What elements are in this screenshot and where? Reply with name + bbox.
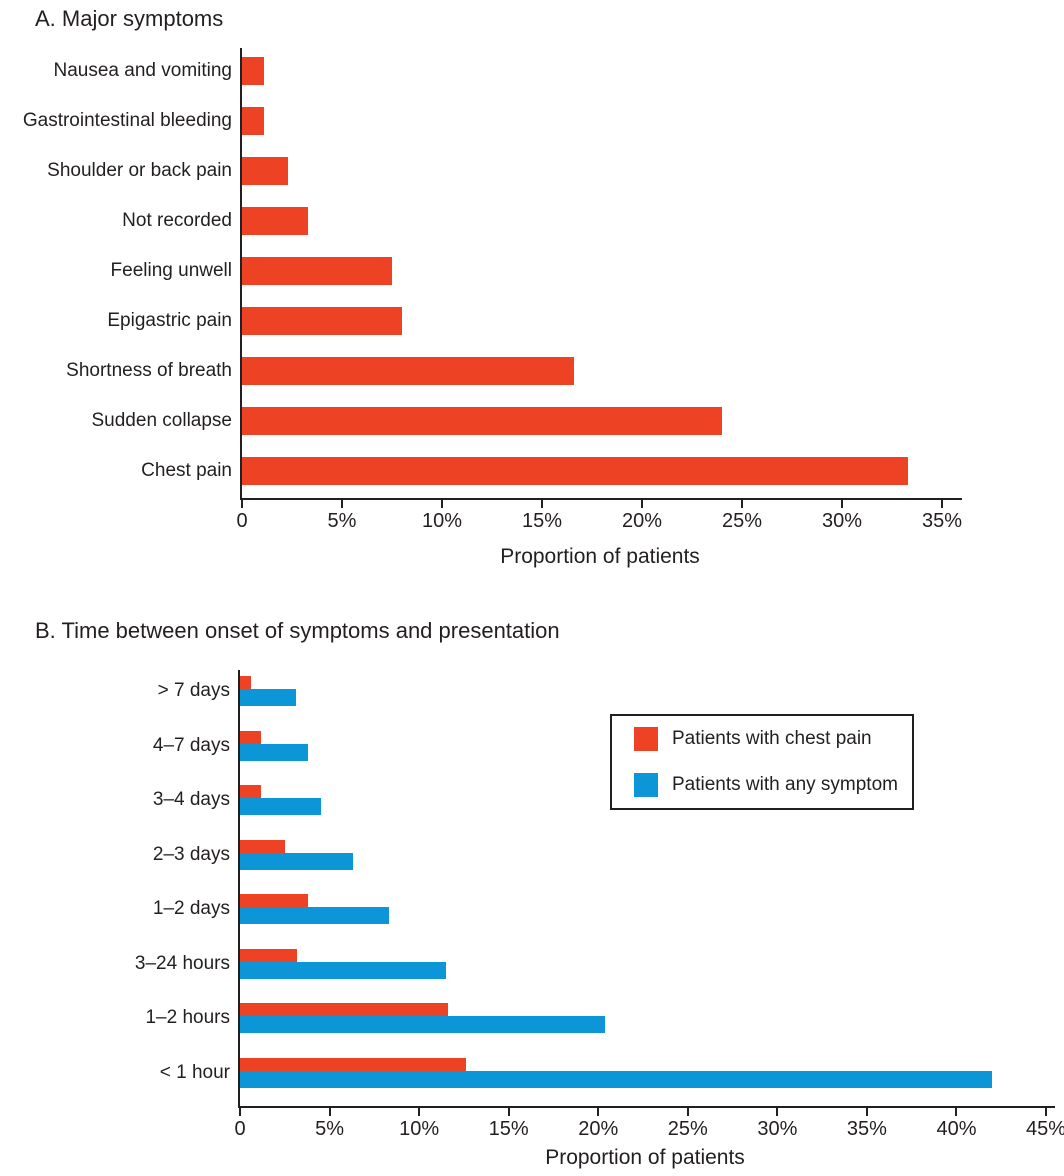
x-axis-tick	[865, 1106, 868, 1116]
patients-with-any-symptom-bar	[240, 798, 321, 815]
category-label: 3–4 days	[152, 789, 230, 810]
x-axis-tick-label: 25%	[667, 1118, 708, 1140]
x-axis-tick-label: 40%	[936, 1118, 977, 1140]
category-label: Sudden collapse	[91, 410, 233, 431]
x-axis-tick	[328, 1106, 331, 1116]
legend-entry-any-symptom: Patients with any symptom	[612, 762, 912, 808]
x-axis-tick	[418, 1106, 421, 1116]
category-label: Epigastric pain	[107, 310, 232, 331]
patients-with-chest-pain-bar	[240, 1057, 466, 1071]
category-label: > 7 days	[157, 680, 230, 701]
x-axis-tick-label: 20%	[621, 510, 663, 532]
category-label: 3–24 hours	[134, 952, 230, 974]
x-axis-tick-label: 45%	[1026, 1118, 1064, 1140]
patients-with-any-symptom-bar	[240, 852, 353, 870]
symptom-bar	[242, 307, 402, 335]
panel-a-x-axis-label: Proportion of patients	[500, 545, 700, 568]
panel-b-title: B. Time between onset of symptoms and pr…	[35, 618, 560, 643]
legend-label-any-symptom: Patients with any symptom	[672, 774, 898, 795]
symptom-bar	[242, 157, 288, 185]
x-axis-tick	[776, 1106, 779, 1116]
x-axis-tick-label: 5%	[327, 510, 357, 532]
category-label: Shoulder or back pain	[47, 160, 232, 181]
symptom-bar	[242, 457, 908, 485]
category-label: 1–2 hours	[145, 1007, 230, 1028]
x-axis-tick	[1045, 1106, 1048, 1116]
category-label: Nausea and vomiting	[53, 60, 233, 81]
patients-with-chest-pain-bar	[240, 785, 262, 798]
x-axis-tick-label: 30%	[757, 1118, 798, 1140]
x-axis-tick-label: 35%	[846, 1118, 887, 1140]
patients-with-any-symptom-bar	[240, 907, 389, 924]
panel-b-x-axis-label: Proportion of patients	[545, 1146, 745, 1169]
patients-with-any-symptom-bar	[240, 689, 296, 706]
patients-with-chest-pain-bar	[240, 839, 285, 853]
any-symptom-color-swatch	[634, 773, 658, 797]
patients-with-any-symptom-bar	[240, 743, 309, 761]
chest-pain-color-swatch	[634, 727, 658, 751]
patients-with-chest-pain-bar	[240, 948, 298, 962]
patients-with-chest-pain-bar	[240, 730, 262, 744]
x-axis-tick-label: 35%	[921, 510, 963, 532]
panel-a-plot-area: Nausea and vomiting Gastrointestinal blee…	[23, 48, 962, 532]
legend-entry-chest-pain: Patients with chest pain	[612, 716, 912, 762]
patients-with-any-symptom-bar	[240, 1070, 993, 1088]
x-axis-tick	[641, 498, 643, 508]
x-axis-tick-label: 10%	[399, 1118, 440, 1140]
symptom-bar	[242, 357, 574, 385]
x-axis-tick	[441, 498, 443, 508]
x-axis-tick	[841, 498, 843, 508]
patients-with-chest-pain-bar	[240, 1003, 448, 1016]
symptom-bar	[242, 257, 392, 285]
x-axis-tick	[941, 498, 943, 508]
panel-a-title: A. Major symptoms	[35, 6, 224, 31]
category-label: 1–2 days	[152, 898, 230, 919]
x-axis-tick-label: 20%	[578, 1118, 619, 1140]
category-label: Feeling unwell	[110, 260, 232, 281]
patients-with-chest-pain-bar	[240, 894, 309, 907]
category-label: Gastrointestinal bleeding	[22, 110, 232, 131]
symptom-bar	[242, 57, 264, 85]
panel-b-plot-area: Patients with chest pain Patients with a…	[135, 670, 1064, 1140]
patients-with-any-symptom-bar	[240, 1016, 606, 1033]
x-axis-tick-label: 5%	[315, 1118, 344, 1140]
x-axis-tick	[686, 1106, 689, 1116]
x-axis-tick-label: 30%	[821, 510, 863, 532]
x-axis-tick	[541, 498, 543, 508]
x-axis-tick-label: 10%	[421, 510, 463, 532]
x-axis-tick	[507, 1106, 510, 1116]
patients-with-any-symptom-bar	[240, 961, 446, 979]
symptom-bar	[242, 207, 308, 235]
x-axis-tick-label: 15%	[488, 1118, 529, 1140]
x-axis-tick-label: 0	[236, 510, 248, 532]
category-label: < 1 hour	[159, 1061, 230, 1083]
patients-with-chest-pain-bar	[240, 676, 251, 689]
category-label: Shortness of breath	[66, 360, 232, 381]
category-label: 4–7 days	[152, 734, 230, 756]
x-axis-tick	[241, 498, 243, 508]
x-axis-tick	[341, 498, 343, 508]
legend-label-chest-pain: Patients with chest pain	[672, 728, 872, 749]
x-axis-tick	[955, 1106, 958, 1116]
category-label: Not recorded	[122, 210, 232, 231]
legend: Patients with chest pain Patients with a…	[610, 714, 914, 810]
x-axis-tick	[597, 1106, 600, 1116]
category-label: 2–3 days	[152, 843, 230, 865]
x-axis-tick-label: 0	[234, 1118, 246, 1140]
x-axis-tick-label: 15%	[521, 510, 563, 532]
symptom-bar	[242, 107, 264, 135]
category-label: Chest pain	[141, 460, 232, 481]
x-axis-tick	[239, 1106, 241, 1116]
x-axis-tick	[741, 498, 743, 508]
x-axis-tick-label: 25%	[721, 510, 763, 532]
symptom-bar	[242, 407, 722, 435]
